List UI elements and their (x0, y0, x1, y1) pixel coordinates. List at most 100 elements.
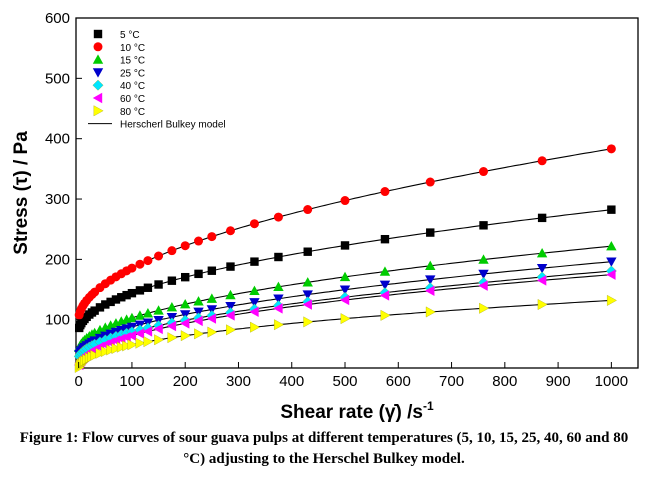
data-point (154, 280, 163, 289)
data-point (180, 318, 190, 329)
data-point (143, 256, 153, 266)
data-point (143, 283, 153, 292)
data-point (425, 260, 436, 271)
data-point (135, 259, 145, 269)
data-point (249, 306, 259, 317)
data-point (194, 236, 204, 246)
legend-model-label: Herscherl Bulkey model (120, 120, 226, 131)
figure-caption: Figure 1: Flow curves of sour guava pulp… (19, 430, 629, 467)
data-point (302, 290, 313, 300)
data-point (153, 323, 163, 335)
data-point (167, 332, 178, 344)
data-point (193, 296, 204, 306)
legend-marker (92, 79, 104, 91)
data-point (167, 246, 177, 256)
data-point (106, 297, 115, 307)
data-point (181, 272, 190, 282)
legend-marker (92, 68, 104, 78)
data-point (100, 346, 111, 358)
data-point (536, 275, 547, 286)
data-points (73, 144, 617, 373)
data-point (339, 285, 351, 295)
data-point (226, 262, 235, 271)
data-point (379, 280, 391, 290)
data-point (134, 328, 145, 339)
data-point (537, 299, 548, 310)
data-point (425, 285, 435, 296)
data-point (249, 298, 260, 308)
data-point (273, 281, 284, 292)
x-tick-label: 800 (492, 373, 517, 390)
legend-label: 5 °C (120, 30, 140, 41)
data-point (135, 337, 146, 349)
data-point (106, 344, 117, 356)
data-point (250, 257, 259, 266)
x-tick-label: 600 (386, 373, 411, 390)
data-point (122, 290, 131, 300)
data-point (143, 336, 154, 348)
data-point (111, 295, 121, 304)
data-point (154, 251, 164, 261)
legend-label: 25 °C (120, 68, 145, 79)
data-point (95, 347, 106, 359)
data-point (340, 196, 350, 206)
data-point (142, 308, 154, 318)
legend-label: 15 °C (120, 56, 145, 67)
data-point (478, 280, 488, 291)
data-point (126, 312, 138, 323)
x-tick-label: 900 (546, 373, 571, 390)
data-point (250, 321, 260, 333)
plot-frame (75, 17, 639, 369)
data-point (303, 316, 314, 328)
legend-label: 40 °C (120, 81, 145, 92)
data-point (153, 305, 164, 315)
data-point (537, 213, 547, 223)
data-point (127, 263, 137, 273)
data-point (380, 234, 390, 244)
data-point (194, 328, 205, 340)
data-point (302, 277, 313, 287)
data-point (302, 299, 312, 310)
data-point (479, 302, 490, 314)
y-tick-label: 600 (45, 10, 70, 27)
data-point (180, 330, 191, 342)
x-tick-label: 300 (226, 373, 251, 390)
data-point (225, 310, 235, 321)
data-point (193, 315, 203, 327)
data-point (226, 324, 236, 336)
data-point (339, 271, 351, 282)
data-point (340, 241, 350, 250)
x-axis-ticks: 0 100 200 300 400 500 600 700 800 900 1000 (74, 362, 628, 390)
legend: 5 °C 10 °C 15 °C25 °C 40 °C 60 °C 80 °C Hersch… (88, 29, 226, 131)
legend-label: 10 °C (120, 43, 145, 54)
x-tick-label: 0 (74, 373, 82, 390)
data-point (180, 241, 190, 251)
data-point (606, 257, 617, 267)
data-point (340, 313, 351, 325)
x-axis-label: Shear rate (γ̇) /s-1 (280, 399, 434, 423)
data-point (95, 303, 105, 312)
y-tick-label: 500 (45, 70, 70, 87)
data-point (274, 252, 283, 262)
data-point (166, 301, 178, 312)
data-point (425, 306, 436, 318)
data-point (167, 276, 177, 285)
data-point (117, 293, 126, 302)
data-point (166, 320, 177, 332)
data-point (425, 275, 436, 285)
data-point (478, 254, 489, 264)
data-point (536, 248, 548, 258)
data-point (380, 187, 390, 197)
data-point (303, 205, 313, 215)
legend-marker (93, 105, 104, 117)
data-point (426, 228, 435, 237)
data-point (134, 310, 146, 320)
data-point (303, 247, 312, 256)
data-point (206, 293, 218, 303)
y-tick-label: 300 (45, 191, 70, 208)
data-point (607, 294, 617, 306)
data-point (274, 319, 284, 331)
data-point (122, 340, 133, 352)
data-point (207, 326, 218, 338)
data-point (425, 177, 435, 187)
